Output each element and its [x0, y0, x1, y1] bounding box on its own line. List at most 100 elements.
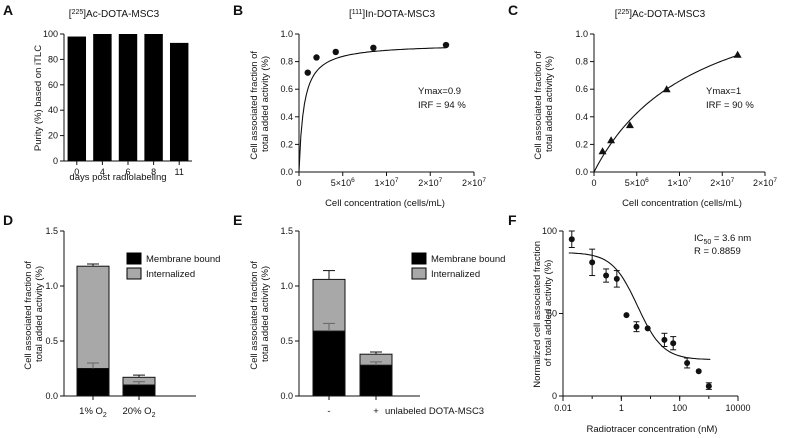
- panel-d-y-axis-label: Cell associated fraction of total added …: [23, 258, 45, 369]
- panel-b-data-point: [370, 44, 377, 51]
- panel-a-letter: A: [3, 2, 13, 18]
- panel-d-legend-label-membrane: Membrane bound: [146, 254, 220, 265]
- panel-d-y-axis-label-line2: total added activity (%): [34, 266, 45, 362]
- panel-f-fit-curve: [568, 252, 711, 360]
- panel-e: E Cell associated fraction of total adde…: [233, 212, 505, 417]
- panel-f-ic50-text: IC: [694, 233, 704, 244]
- panel-e-y-tick-label: 0.0: [280, 391, 293, 401]
- panel-b-title-isotope: 111: [352, 9, 363, 16]
- panel-f-y-tick-label: 100: [542, 226, 557, 236]
- panel-e-legend-label-internalized: Internalized: [431, 269, 480, 280]
- panel-a: A [225]Ac-DOTA-MSC3 Purity (%) based on …: [3, 2, 192, 183]
- panel-b-data-point: [313, 54, 320, 61]
- panel-c-x-axis-label: Cell concentration (cells/mL): [622, 198, 742, 209]
- panel-c-x-tick-label: 2×107: [710, 177, 734, 188]
- panel-a-bar: [67, 36, 87, 161]
- panel-e-y-tick-label: 1.0: [280, 281, 293, 291]
- panel-b-x-tick-label: 1×107: [375, 177, 399, 188]
- panel-a-bar: [144, 34, 163, 161]
- panel-f-y-tick-label: 0: [552, 391, 557, 401]
- panel-a-y-tick-label: 80: [48, 54, 58, 64]
- panel-f-data-point: [670, 340, 677, 347]
- panel-b-title-main: In-DOTA-MSC3: [365, 9, 435, 20]
- panel-e-legend-label-membrane: Membrane bound: [431, 254, 505, 265]
- panel-a-title-main: Ac-DOTA-MSC3: [86, 9, 160, 20]
- panel-e-bar-internalized: [312, 278, 346, 332]
- panel-b-y-axis-label: Cell associated fraction of total added …: [249, 48, 271, 159]
- panel-e-y-tick-label: 0.5: [280, 336, 293, 346]
- panel-f-r-annotation: R = 0.8859: [694, 246, 741, 257]
- panel-c-x-tick-label: 2×107: [753, 177, 777, 188]
- panel-e-x-tick-label-text: -: [327, 406, 330, 417]
- panel-a-x-tick-label: 6: [125, 167, 130, 177]
- panel-f-data-point: [603, 272, 610, 279]
- panel-b-data-point: [304, 69, 311, 76]
- panel-f-data-point: [644, 325, 651, 332]
- panel-e-unlabeled-label: unlabeled DOTA-MSC3: [385, 406, 484, 417]
- panel-c-ymax-annotation: Ymax=1: [706, 86, 741, 97]
- panel-d-x-tick-label: 20% O2: [123, 406, 156, 419]
- panel-b-y-tick-label: 0.2: [280, 139, 293, 149]
- panel-a-x-axis-label: days post radiolabeling: [69, 172, 166, 183]
- panel-c-y-tick-label: 0.6: [575, 84, 588, 94]
- panel-d-x-tick-label: 1% O2: [79, 406, 107, 419]
- panel-e-x-tick-label-text: +: [373, 406, 379, 417]
- panel-e-y-axis-label: Cell associated fraction of total added …: [249, 258, 271, 369]
- panel-a-bar: [93, 34, 112, 161]
- panel-c-y-axis-label-line2: total added activity (%): [544, 56, 555, 152]
- panel-b-data-point: [332, 48, 339, 56]
- panel-d-legend-swatch-internalized: [126, 267, 142, 280]
- panel-c-y-tick-label: 0.4: [575, 112, 588, 122]
- panel-e-x-tick-label: -: [327, 406, 330, 417]
- panel-f-data-point: [684, 360, 691, 366]
- panel-c-data-point: [733, 50, 742, 58]
- panel-d-x-tick-label-text: 1% O: [79, 406, 103, 417]
- panel-f-letter: F: [508, 212, 517, 228]
- panel-c-irf-annotation: IRF = 90 %: [706, 100, 754, 111]
- panel-f-data-point: [589, 259, 596, 266]
- panel-f-y-axis-label-line2: of total added activity (%): [543, 260, 554, 367]
- panel-d-bar-internalized: [76, 265, 110, 370]
- panel-c-fit-curve: [593, 54, 738, 173]
- panel-f-y-axis-label: Normalized cell associated fraction of t…: [532, 238, 554, 387]
- panel-f-x-tick-label: 100: [672, 403, 687, 413]
- panel-f-ic50-annotation: IC50 = 3.6 nm: [694, 233, 751, 246]
- panel-a-x-tick-label: 4: [100, 167, 105, 177]
- panel-d-legend-label-internalized: Internalized: [146, 269, 195, 280]
- panel-b-ymax-annotation: Ymax=0.9: [418, 86, 461, 97]
- panel-e-legend-swatch-internalized: [411, 267, 427, 280]
- panel-a-bar: [118, 34, 138, 161]
- panel-b: B [111]In-DOTA-MSC3 Cell associated frac…: [233, 2, 486, 209]
- panel-c-y-tick-label: 0.8: [575, 57, 588, 67]
- panel-c-x-tick-label: 5×106: [625, 177, 649, 188]
- panel-c-y-tick-label: 0.0: [575, 167, 588, 177]
- panel-b-x-axis-label: Cell concentration (cells/mL): [325, 198, 445, 209]
- panel-f-data-point: [661, 336, 668, 343]
- panel-d-y-tick-label: 1.0: [45, 281, 58, 291]
- panel-d-x-tick-label-subscript: 2: [152, 412, 156, 419]
- panel-f-x-tick-label: 1: [619, 403, 624, 413]
- panel-b-x-tick-label: 5×106: [331, 177, 355, 188]
- panel-a-y-tick-label: 40: [48, 105, 58, 115]
- panel-b-fit-curve: [298, 47, 447, 173]
- panel-c-x-tick-label: 1×107: [668, 177, 692, 188]
- panel-b-irf-annotation: IRF = 94 %: [418, 100, 466, 111]
- panel-b-data-point: [442, 41, 450, 49]
- panel-c-x-tick-label: 0: [591, 178, 596, 188]
- panel-f-x-tick-label: 0.01: [554, 403, 572, 413]
- panel-e-y-axis-label-line2: total added activity (%): [260, 266, 271, 362]
- panel-e-letter: E: [233, 212, 242, 228]
- panel-f-data-point: [633, 323, 640, 330]
- panel-f-x-tick-label: 10000: [725, 403, 750, 413]
- panel-f-ic50-value: = 3.6 nm: [711, 233, 751, 244]
- panel-c-y-tick-label: 0.2: [575, 139, 588, 149]
- panel-b-x-tick-label: 0: [296, 178, 301, 188]
- panel-d-x-tick-label-subscript: 2: [103, 412, 107, 419]
- panel-f-data-point: [613, 275, 620, 282]
- panel-c: C [225]Ac-DOTA-MSC3 Cell associated frac…: [508, 2, 777, 209]
- panel-b-y-axis-label-line1: Cell associated fraction of: [249, 51, 260, 160]
- panel-a-y-tick-label: 0: [53, 156, 58, 166]
- panel-a-x-tick-label: 11: [175, 167, 184, 177]
- panel-c-title-main: Ac-DOTA-MSC3: [632, 9, 706, 20]
